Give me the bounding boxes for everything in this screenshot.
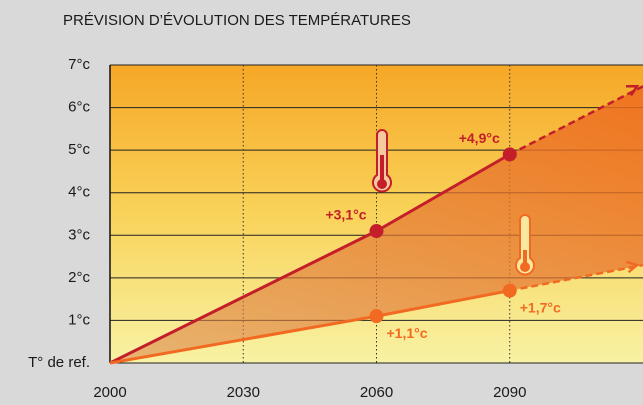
y-tick-label: 5°c xyxy=(68,141,90,158)
arrow-head xyxy=(626,260,640,274)
data-label: +1,1°c xyxy=(387,325,428,341)
x-tick-label: 2000 xyxy=(93,384,126,401)
data-point xyxy=(369,224,384,239)
y-tick-label: 6°c xyxy=(68,99,90,116)
y-tick-label: T° de ref. xyxy=(28,354,90,371)
data-label: +3,1°c xyxy=(325,207,366,223)
arrow-head xyxy=(625,84,640,97)
projection-line xyxy=(509,85,643,156)
projection-line xyxy=(509,263,643,292)
plot-layer: T° de ref. 1°c 2°c 3°c 4°c 5°c 6°c 7°c 2000 2030 2… xyxy=(28,56,643,401)
data-point xyxy=(369,309,384,324)
data-label: +4,9°c xyxy=(459,130,500,146)
y-tick-label: 2°c xyxy=(68,269,90,286)
y-tick-label: 1°c xyxy=(68,311,90,328)
y-tick-label: 7°c xyxy=(68,56,90,73)
data-label: +1,7°c xyxy=(520,299,561,315)
x-tick-label: 2090 xyxy=(493,384,526,401)
thermometer-icon-high xyxy=(372,129,392,193)
y-tick-label: 3°c xyxy=(68,226,90,243)
y-tick-label: 4°c xyxy=(68,184,90,201)
x-tick-label: 2030 xyxy=(227,384,260,401)
x-tick-label: 2060 xyxy=(360,384,393,401)
data-point xyxy=(502,283,517,298)
data-point xyxy=(502,147,517,162)
chart-title: PRÉVISION D’ÉVOLUTION DES TEMPÉRATURES xyxy=(63,12,411,29)
thermometer-icon-low xyxy=(515,214,535,276)
